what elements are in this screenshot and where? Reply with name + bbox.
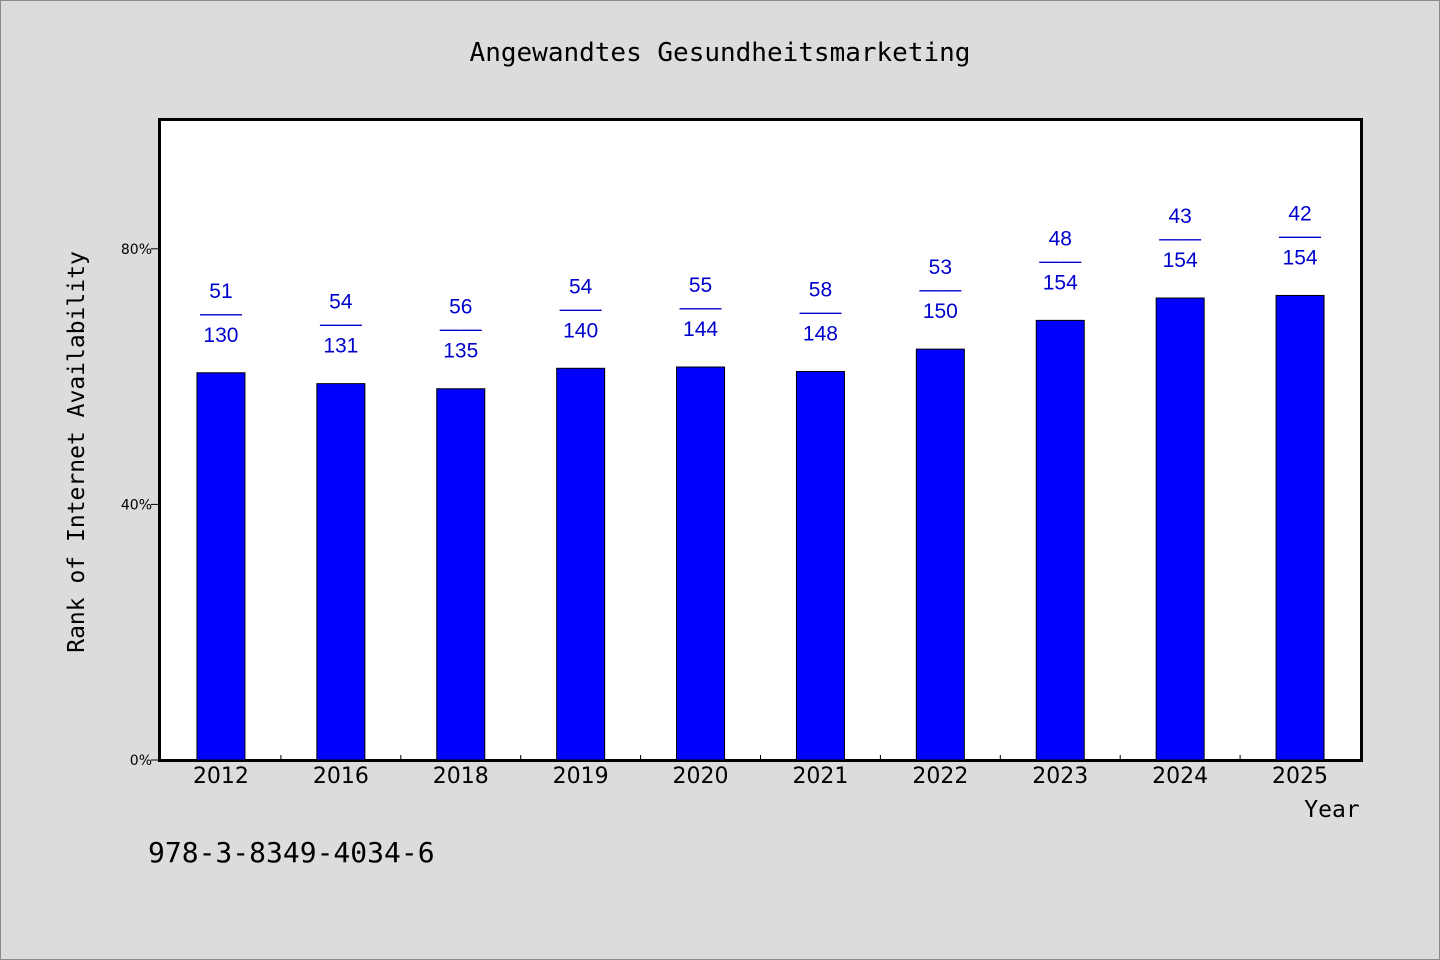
x-tick-label: 2020 [673,764,729,789]
data-label-top: 54 [329,291,353,314]
data-label-bottom: 144 [683,318,718,341]
data-label-bottom: 135 [443,340,478,363]
x-tick-label: 2021 [792,764,848,789]
bar [316,383,366,761]
data-label-sep: —— [1279,224,1321,247]
data-label-top: 43 [1168,205,1191,228]
bar [1035,319,1085,761]
data-label-bottom: 131 [323,335,358,358]
bar [436,388,486,761]
x-tick-label: 2022 [912,764,968,789]
data-label-bottom: 154 [1283,246,1318,269]
data-label-bottom: 140 [563,319,598,342]
data-label-sep: —— [1159,227,1201,250]
x-tick-label: 2025 [1272,764,1328,789]
data-labels: 51——13054——13156——13554——14055——14458——1… [200,202,1321,362]
data-label-top: 54 [569,275,593,298]
data-label-bottom: 154 [1043,271,1078,294]
data-label-top: 53 [929,256,952,279]
data-label-top: 58 [809,278,832,301]
data-label-sep: —— [680,296,722,319]
y-tick-label: 40% [121,497,152,513]
data-label-sep: —— [919,278,961,301]
data-label-sep: —— [560,297,602,320]
data-label-top: 48 [1049,227,1072,250]
bar [795,370,845,761]
data-label-sep: —— [320,313,362,336]
data-label-sep: —— [440,318,482,341]
x-tick-label: 2023 [1032,764,1088,789]
bar-series [196,294,1325,761]
bar [1275,294,1325,761]
isbn-footnote: 978-3-8349-4034-6 [148,836,435,869]
data-label-bottom: 130 [203,324,238,347]
bar [676,366,726,761]
bar [556,367,606,761]
chart-title: Angewandtes Gesundheitsmarketing [470,38,971,68]
data-label-bottom: 154 [1163,249,1198,272]
x-axis: 2012 2016 2018 2019 2020 2021 2022 2023 2024 2025 [193,755,1328,789]
data-label-top: 51 [209,280,232,303]
y-axis-label: Rank of Internet Availability [64,251,90,653]
data-label-top: 56 [449,296,472,319]
bar [1155,297,1205,761]
y-axis: 0% 40% 80% [121,242,160,769]
data-label-top: 42 [1288,202,1311,225]
data-label-bottom: 148 [803,322,838,345]
x-tick-label: 2012 [193,764,249,789]
bar [196,372,246,761]
data-label-bottom: 150 [923,300,958,323]
data-label-sep: —— [1039,249,1081,272]
data-label-sep: —— [799,300,841,323]
y-tick-label: 80% [121,242,152,258]
data-label-top: 55 [689,274,712,297]
x-tick-label: 2018 [433,764,489,789]
x-tick-label: 2016 [313,764,369,789]
x-tick-label: 2019 [553,764,609,789]
data-label-sep: —— [200,302,242,325]
bar [915,348,965,761]
x-tick-label: 2024 [1152,764,1208,789]
x-axis-label: Year [1304,797,1359,823]
y-tick-label: 0% [130,753,152,769]
